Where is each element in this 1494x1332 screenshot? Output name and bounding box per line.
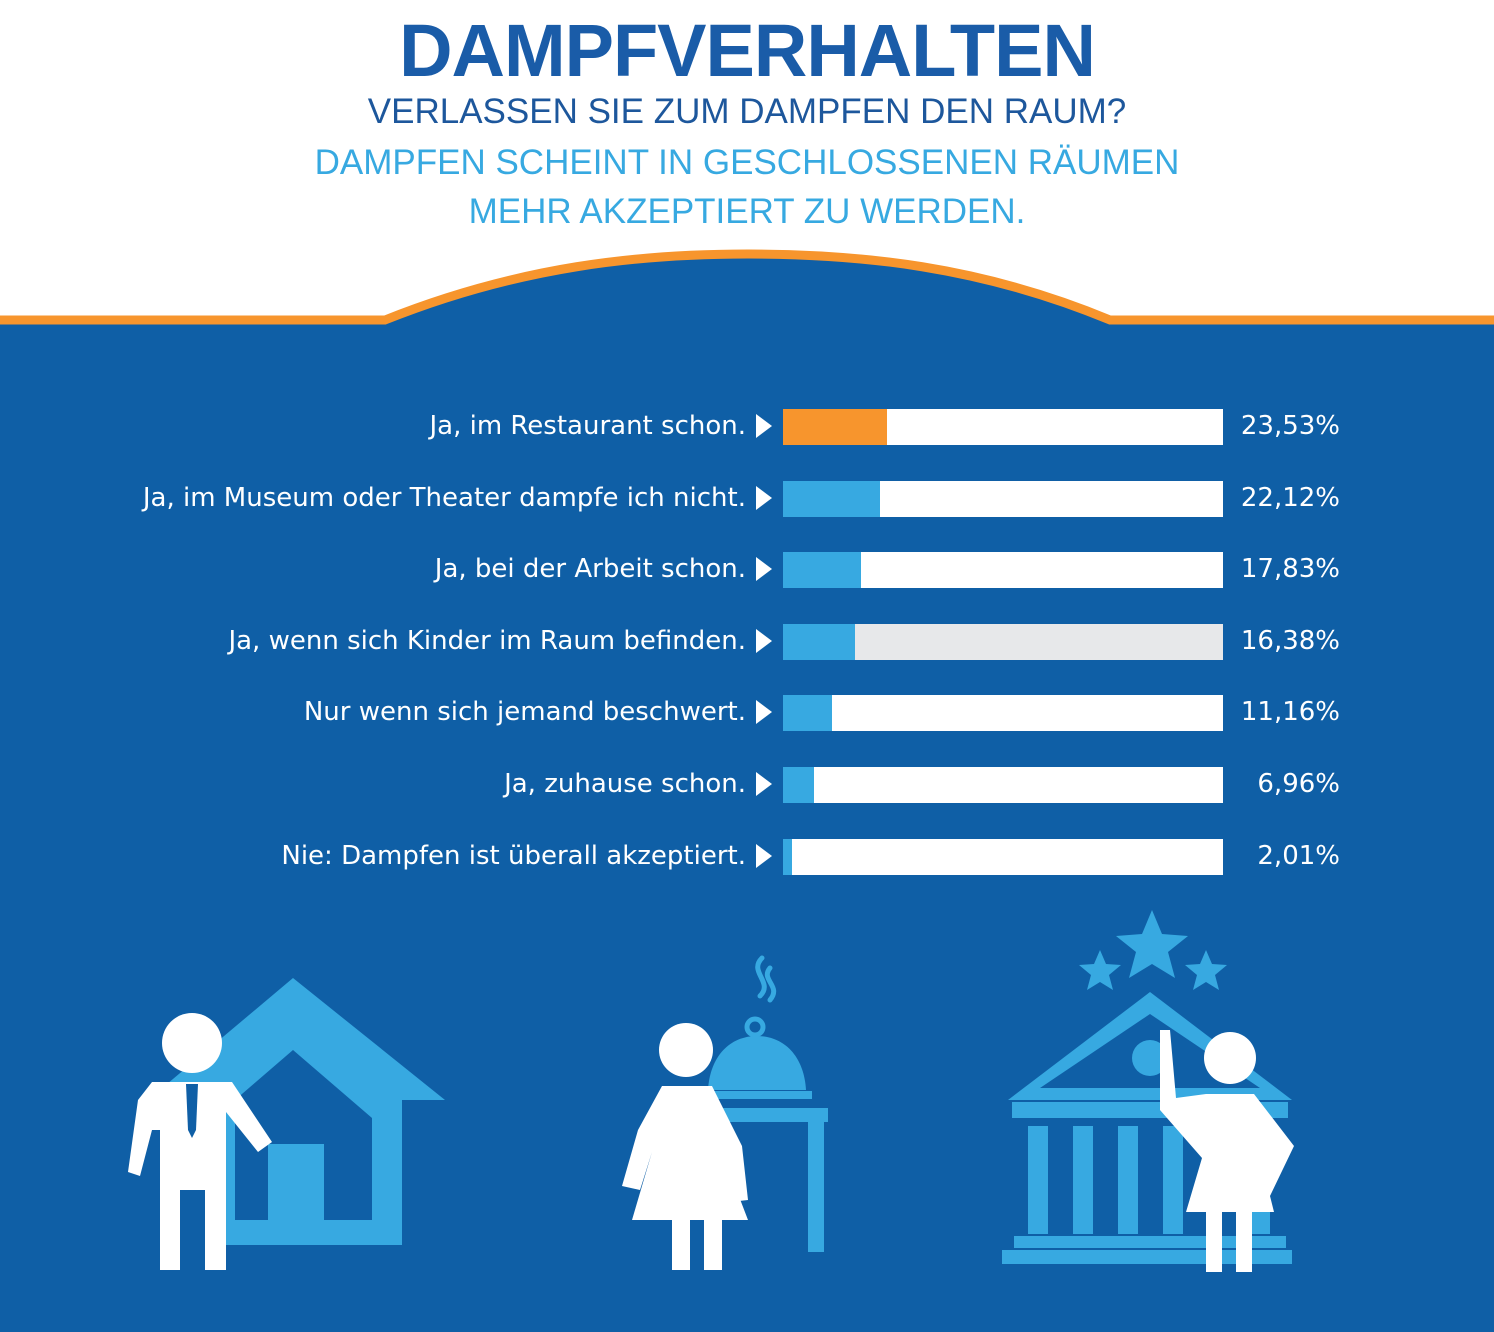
bar-fill bbox=[783, 552, 862, 588]
orange-arch-border bbox=[0, 249, 1494, 325]
bar-value-label: 17,83% bbox=[1240, 554, 1340, 584]
house-man-icon bbox=[128, 978, 445, 1270]
bar-fill bbox=[783, 767, 814, 803]
museum-woman-icon bbox=[1002, 910, 1294, 1272]
bar-fill bbox=[783, 409, 887, 445]
page-title: DAMPFVERHALTEN bbox=[399, 9, 1096, 92]
bar-fill bbox=[783, 695, 833, 731]
lead-text-line-1: DAMPFEN SCHEINT IN GESCHLOSSENEN RÄUMEN bbox=[314, 143, 1180, 182]
bar-track bbox=[783, 767, 1223, 803]
bar-track bbox=[783, 481, 1223, 517]
play-arrow-icon bbox=[756, 772, 772, 796]
bar-fill bbox=[783, 624, 856, 660]
play-arrow-icon bbox=[756, 629, 772, 653]
bar-track bbox=[783, 409, 1223, 445]
bar-category-label: Ja, im Restaurant schon. bbox=[429, 411, 746, 441]
bar-track bbox=[783, 552, 1223, 588]
illustration-strip bbox=[128, 910, 1294, 1272]
question-subtitle: VERLASSEN SIE ZUM DAMPFEN DEN RAUM? bbox=[367, 92, 1127, 131]
bar-value-label: 16,38% bbox=[1240, 626, 1340, 656]
bar-category-label: Ja, bei der Arbeit schon. bbox=[434, 554, 746, 584]
lead-text-line-2: MEHR AKZEPTIERT ZU WERDEN. bbox=[468, 192, 1026, 231]
bar-track bbox=[783, 839, 1223, 875]
play-arrow-icon bbox=[756, 557, 772, 581]
bar-fill bbox=[783, 481, 881, 517]
bar-value-label: 2,01% bbox=[1257, 841, 1340, 871]
bar-category-label: Ja, zuhause schon. bbox=[504, 769, 746, 799]
play-arrow-icon bbox=[756, 700, 772, 724]
bar-category-label: Ja, wenn sich Kinder im Raum befinden. bbox=[228, 626, 746, 656]
play-arrow-icon bbox=[756, 844, 772, 868]
bar-track bbox=[783, 695, 1223, 731]
bar-value-label: 22,12% bbox=[1240, 483, 1340, 513]
bar-fill bbox=[783, 839, 792, 875]
bar-track bbox=[783, 624, 1223, 660]
play-arrow-icon bbox=[756, 414, 772, 438]
bar-category-label: Nie: Dampfen ist überall akzeptiert. bbox=[281, 841, 746, 871]
bar-value-label: 6,96% bbox=[1257, 769, 1340, 799]
restaurant-woman-icon bbox=[622, 955, 828, 1270]
play-arrow-icon bbox=[756, 486, 772, 510]
bar-category-label: Ja, im Museum oder Theater dampfe ich ni… bbox=[142, 483, 746, 513]
bar-value-label: 11,16% bbox=[1240, 697, 1340, 727]
bar-value-label: 23,53% bbox=[1240, 411, 1340, 441]
bar-category-label: Nur wenn sich jemand beschwert. bbox=[303, 697, 746, 727]
